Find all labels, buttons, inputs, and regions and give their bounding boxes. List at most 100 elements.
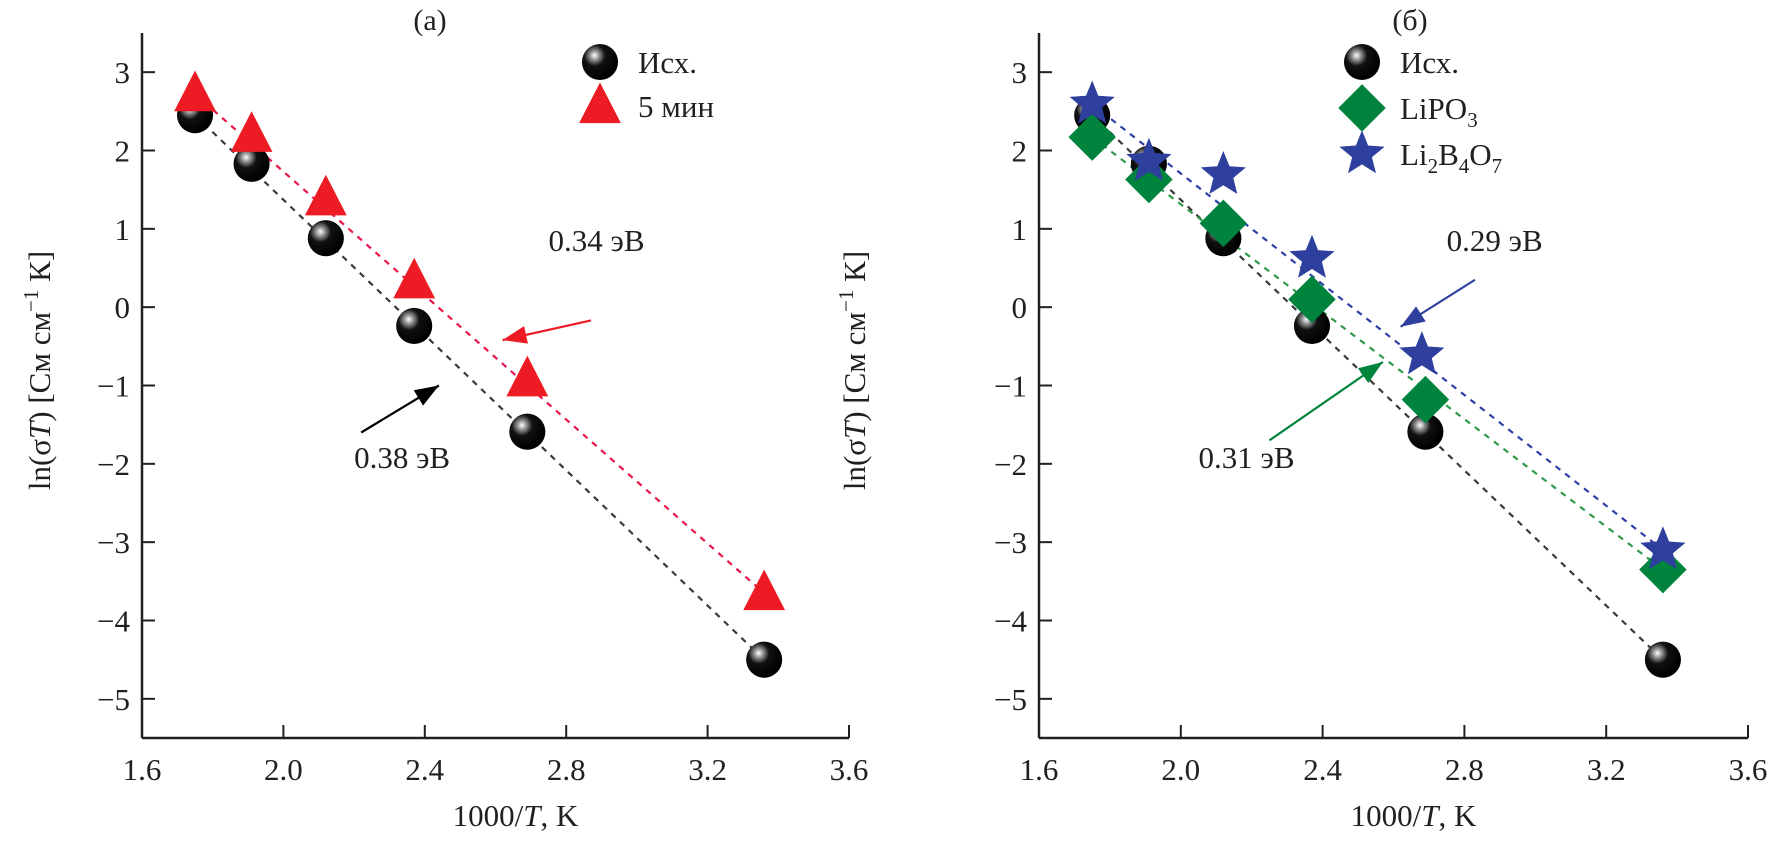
legend-item: LiPO3 <box>1338 84 1478 132</box>
text-part: −1 <box>834 290 858 312</box>
x-tick-label: 2.8 <box>547 752 586 787</box>
x-tick-label: 3.6 <box>830 752 869 787</box>
y-tick-label: −3 <box>97 525 130 560</box>
data-point-star <box>1200 151 1246 194</box>
legend-label: Исх. <box>638 45 697 80</box>
data-point-triangle <box>506 355 549 397</box>
y-tick-label: 3 <box>1012 55 1028 90</box>
panel-a: (а) 3 2 1 0 −1 −2 −3 −4 −5 1.6 2.0 2.4 2.8 3.2 3.6 1000… <box>19 4 868 833</box>
y-tick-label: 0 <box>1012 290 1028 325</box>
data-point-sphere <box>307 220 344 257</box>
text-part: К] <box>22 251 57 290</box>
data-points <box>1068 80 1687 678</box>
annotations: 0.29 эВ 0.31 эВ <box>1199 223 1543 475</box>
legend-label: Исх. <box>1400 45 1459 80</box>
text-part: −1 <box>19 290 43 312</box>
data-point-sphere <box>1293 307 1331 345</box>
text-part: Исх. <box>638 45 697 80</box>
legend-label: 5 мин <box>638 89 714 124</box>
legend-marker-sphere <box>581 43 619 81</box>
arrow-head-icon <box>413 385 439 406</box>
legend-marker-diamond <box>1338 84 1386 132</box>
y-tick-label: 1 <box>115 212 131 247</box>
data-point-sphere <box>1644 641 1681 678</box>
text-part: 4 <box>1459 154 1470 178</box>
panel-label: (а) <box>413 4 446 37</box>
fit-lines <box>194 93 765 661</box>
fit-lines <box>1091 103 1664 661</box>
legend-label: LiPO3 <box>1400 91 1478 132</box>
text-part: T <box>1421 798 1441 833</box>
data-point-triangle <box>393 257 436 299</box>
legend-item: Исх. <box>581 43 697 81</box>
data-point-diamond <box>1401 375 1450 424</box>
text-part: , K <box>540 798 579 833</box>
y-tick-label: −4 <box>994 604 1027 639</box>
y-tick-label: −5 <box>97 682 130 717</box>
y-tick-label: 2 <box>115 134 131 169</box>
arrow-head-icon <box>1400 306 1426 327</box>
text-part: Li <box>1400 137 1428 172</box>
y-axis-label: ln(σT) [См см−1 К] <box>834 251 872 490</box>
x-tick-label: 3.6 <box>1729 752 1768 787</box>
y-tick-label: −2 <box>994 447 1027 482</box>
data-point-star <box>1069 80 1115 124</box>
legend-marker-triangle <box>579 82 621 124</box>
text-part: 2 <box>1428 154 1439 178</box>
legend-item: 5 мин <box>579 82 714 124</box>
text-part: ln(σ <box>22 439 57 490</box>
data-point-diamond <box>1199 199 1248 248</box>
x-tick-label: 1.6 <box>123 752 162 787</box>
text-part: ln(σ <box>837 439 872 490</box>
data-point-diamond <box>1639 545 1687 594</box>
y-tick-label: −3 <box>994 525 1027 560</box>
legend-marker-sphere <box>1343 43 1381 81</box>
fit-line-diamond <box>1091 136 1664 571</box>
text-part: T <box>837 419 872 439</box>
fit-line-sphere <box>194 114 765 661</box>
text-part: 7 <box>1492 154 1503 178</box>
data-point-triangle <box>174 70 216 112</box>
data-point-triangle <box>230 111 273 152</box>
x-tick-label: 2.8 <box>1445 752 1484 787</box>
text-part: T <box>523 798 543 833</box>
data-point-sphere <box>396 307 433 345</box>
x-tick-label: 2.4 <box>1303 752 1342 787</box>
text-part: 5 мин <box>638 89 714 124</box>
x-tick-label: 2.0 <box>1161 752 1200 787</box>
data-point-sphere <box>746 641 783 678</box>
activation-energy-label: 0.38 эВ <box>354 440 450 475</box>
legend-label: Li2B4O7 <box>1400 137 1502 178</box>
x-axis-label: 1000/T, K <box>453 798 579 833</box>
text-part: К] <box>837 251 872 290</box>
x-tick-label: 3.2 <box>1587 752 1626 787</box>
x-tick-label: 1.6 <box>1020 752 1059 787</box>
data-point-star <box>1399 331 1445 375</box>
y-tick-label: 1 <box>1012 212 1028 247</box>
x-axis-label: 1000/T, K <box>1351 798 1477 833</box>
legend-item: Li2B4O7 <box>1339 130 1502 178</box>
legend-marker-star <box>1339 130 1385 174</box>
text-part: 1000/ <box>1351 798 1422 833</box>
text-part: B <box>1438 137 1459 172</box>
activation-energy-label: 0.29 эВ <box>1447 223 1543 258</box>
y-tick-label: −2 <box>97 447 130 482</box>
fit-line-triangle <box>194 93 765 594</box>
y-tick-label: −1 <box>994 369 1027 404</box>
data-point-diamond <box>1125 155 1173 204</box>
legend: Исх. 5 мин <box>579 43 714 124</box>
text-part: ) [См см <box>22 312 57 422</box>
x-tick-label: 2.4 <box>405 752 444 787</box>
y-tick-label: −1 <box>97 369 130 404</box>
data-point-diamond <box>1288 275 1336 324</box>
y-axis-label: ln(σT) [См см−1 К] <box>19 251 57 490</box>
activation-energy-label: 0.34 эВ <box>549 223 645 258</box>
arrow-head-icon <box>502 326 528 344</box>
text-part: Исх. <box>1400 45 1459 80</box>
text-part: , K <box>1438 798 1477 833</box>
panel-label: (б) <box>1392 4 1427 37</box>
legend: Исх. LiPO3 Li2B4O7 <box>1338 43 1502 178</box>
x-tick-label: 2.0 <box>264 752 303 787</box>
text-part: LiPO <box>1400 91 1467 126</box>
